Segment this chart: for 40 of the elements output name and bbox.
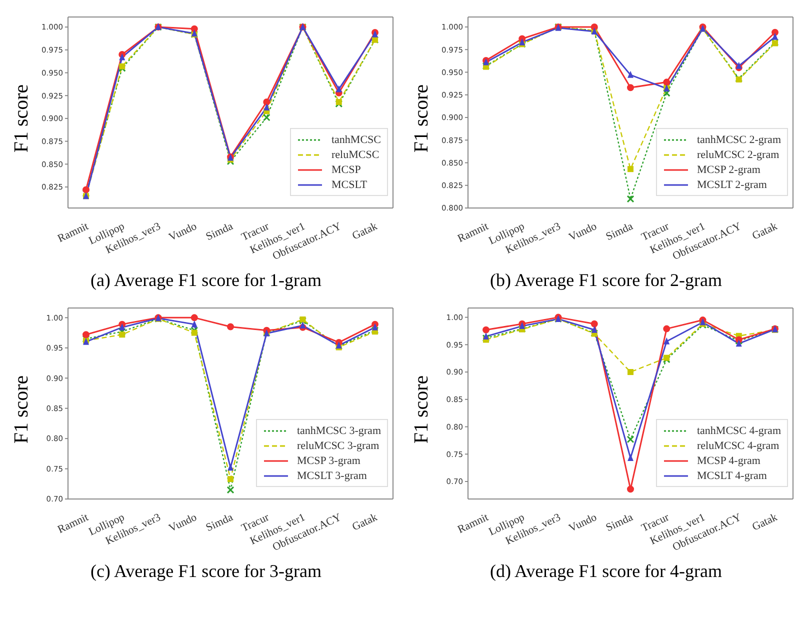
- legend-label: MCSLT 2-gram: [696, 178, 767, 190]
- x-tick-label: Vundo: [567, 220, 600, 244]
- y-axis-title: F1 score: [10, 84, 34, 152]
- legend-label: reluMCSC 3-gram: [296, 440, 380, 452]
- text: (d) Average F1 score for 4-gram: [488, 561, 724, 582]
- x-tick-label: Vundo: [167, 511, 200, 535]
- legend-label: MCSLT 4-gram: [696, 470, 767, 482]
- legend-label: tanhMCSC 2-gram: [696, 134, 781, 146]
- legend-label: MCSP: [331, 164, 361, 176]
- x-tick-label: Gatak: [350, 220, 380, 242]
- text: (b) Average F1 score for 2-gram: [488, 270, 724, 291]
- x-tick-label: Gatak: [750, 220, 780, 242]
- legend-label: MCSP 3-gram: [296, 454, 360, 466]
- text: (a) Average F1 score for 1-gram: [89, 270, 323, 291]
- y-axis-title: F1 score: [10, 374, 34, 444]
- x-tick-label: Ramnit: [456, 511, 490, 536]
- x-tick-label: Gatak: [750, 511, 780, 534]
- x-tick-label: Ramnit: [456, 220, 490, 245]
- legend-label: reluMCSC: [331, 148, 380, 160]
- x-tick-label: Gatak: [350, 511, 380, 534]
- legend-label: reluMCSC 2-gram: [696, 148, 780, 160]
- x-tick-label: Simda: [604, 220, 635, 244]
- legend-label: MCSLT: [331, 178, 368, 190]
- legend-label: reluMCSC 4-gram: [696, 440, 780, 452]
- legend-label: MCSP 2-gram: [696, 164, 760, 176]
- x-tick-label: Vundo: [167, 220, 200, 244]
- x-tick-label: Ramnit: [56, 511, 90, 536]
- x-tick-label: Simda: [604, 511, 635, 534]
- x-tick-label: Ramnit: [56, 220, 90, 245]
- y-axis-title: F1 score: [410, 374, 434, 444]
- legend-label: tanhMCSC: [331, 134, 381, 146]
- legend-label: MCSLT 3-gram: [296, 470, 367, 482]
- text: (c) Average F1 score for 3-gram: [89, 561, 323, 582]
- x-tick-label: Vundo: [567, 511, 600, 535]
- y-axis-title: F1 score: [410, 84, 434, 152]
- legend-label: tanhMCSC 3-gram: [296, 424, 381, 436]
- legend-label: tanhMCSC 4-gram: [696, 424, 781, 436]
- x-tick-label: Simda: [204, 220, 235, 244]
- legend-label: MCSP 4-gram: [696, 454, 760, 466]
- x-tick-label: Simda: [204, 511, 235, 534]
